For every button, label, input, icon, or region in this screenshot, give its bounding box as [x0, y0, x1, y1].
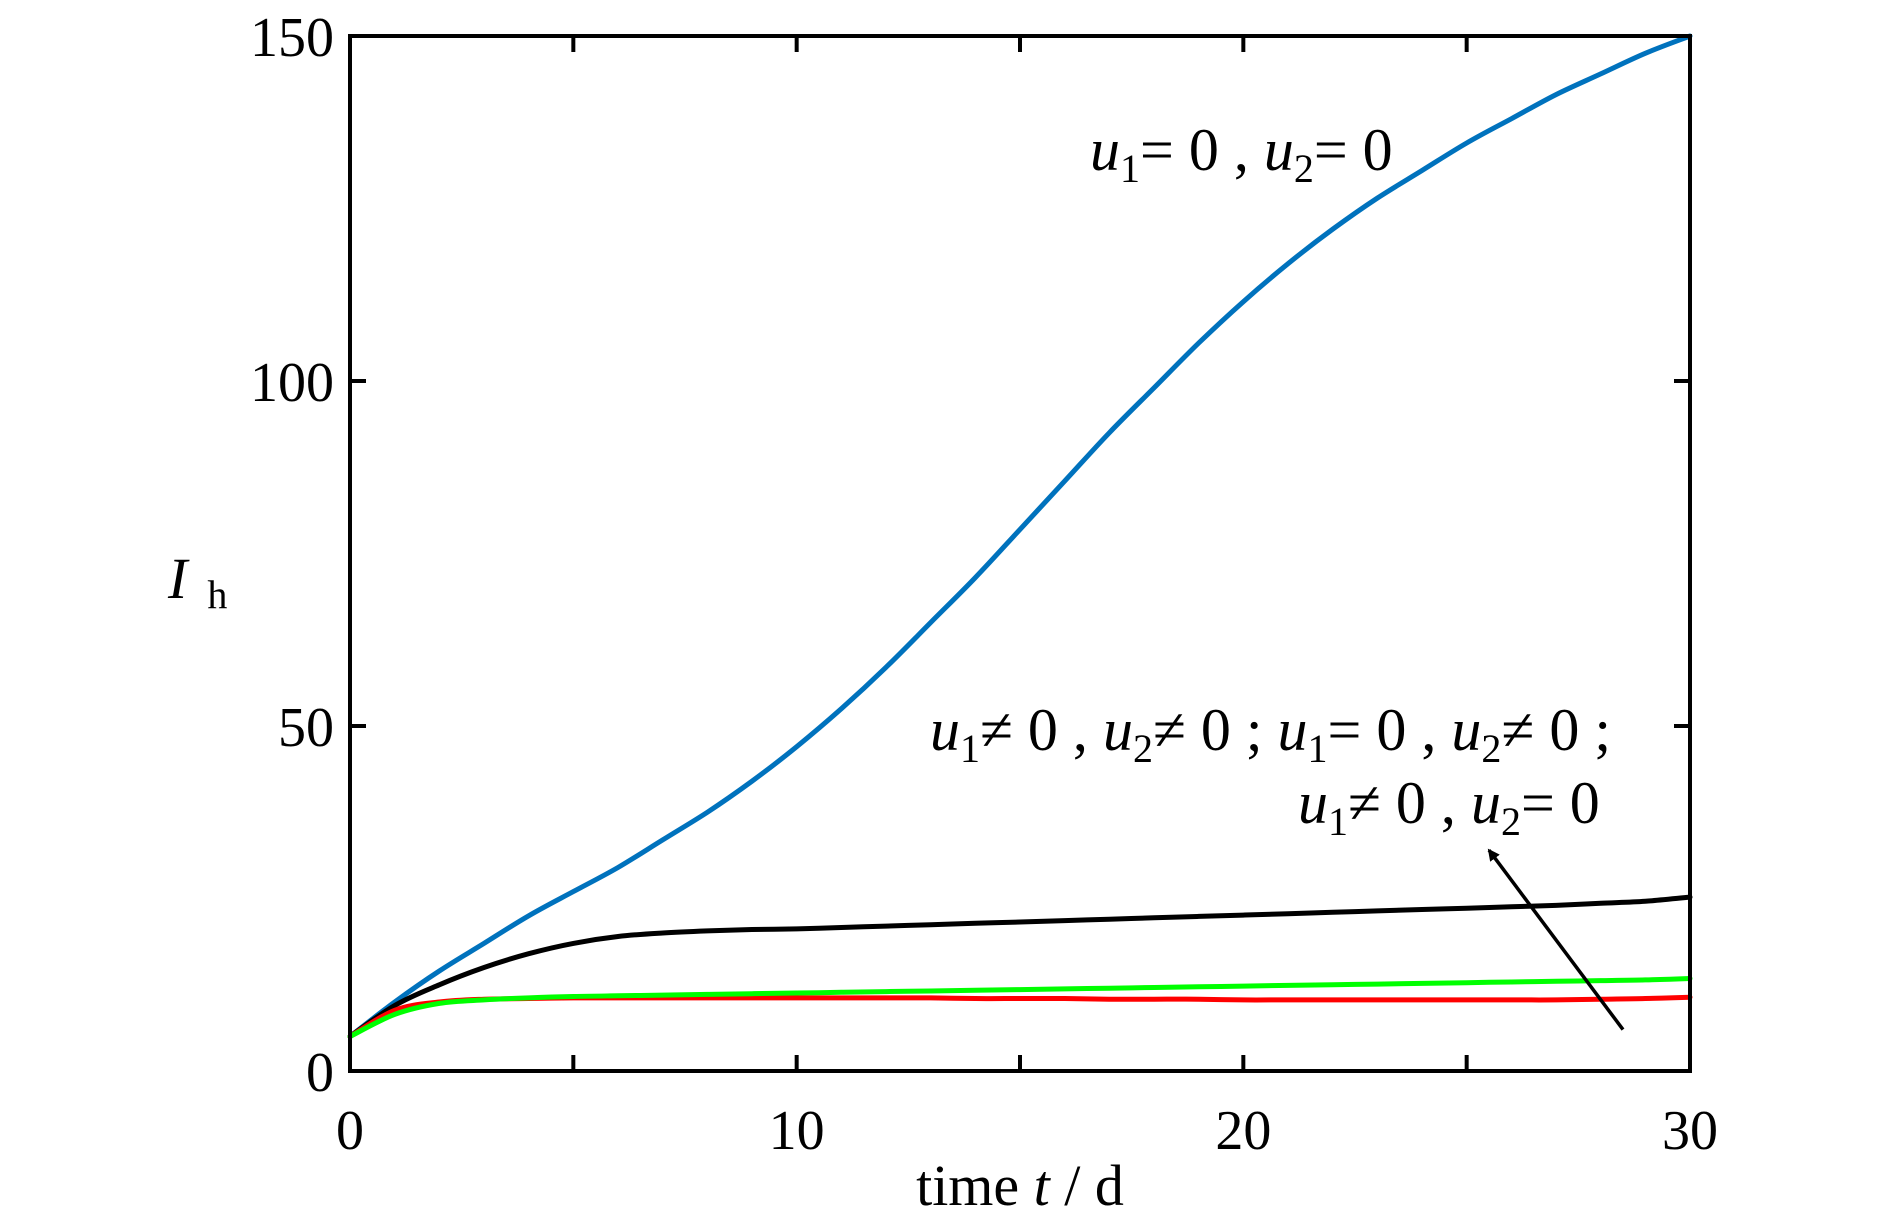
x-tick-label: 30 — [1662, 1100, 1718, 1162]
plot-frame — [348, 34, 1692, 1073]
x-tick-label: 20 — [1215, 1100, 1271, 1162]
series-line-2 — [347, 894, 1693, 1039]
series-layer — [347, 33, 1693, 1039]
annotation-arrow — [1487, 848, 1625, 1031]
y-tick-label: 150 — [250, 7, 334, 69]
x-axis-label: time t / d — [916, 1153, 1124, 1218]
x-tick-label: 10 — [769, 1100, 825, 1162]
series-line-3 — [347, 976, 1693, 1039]
annotation-top: u1= 0 , u2= 0 — [1090, 117, 1393, 191]
x-tick-label: 0 — [336, 1100, 364, 1162]
annotation-layer: u1= 0 , u2= 0 u1≠ 0 , u2≠ 0 ; u1= 0 , u2≠… — [930, 117, 1625, 1031]
annotation-mid1: u1≠ 0 , u2≠ 0 ; u1= 0 , u2≠ 0 ; — [930, 697, 1611, 771]
y-tick-label: 50 — [278, 697, 334, 759]
series-line-4 — [347, 994, 1693, 1039]
y-tick-label: 100 — [250, 352, 334, 414]
label-layer: time t / d I h — [167, 546, 1124, 1218]
annotation-mid2: u1≠ 0 , u2= 0 — [1298, 770, 1600, 844]
tick-layer: 0 10 20 30 0 50 100 150 — [250, 7, 1718, 1162]
y-tick-label: 0 — [306, 1042, 334, 1104]
series-line-1 — [347, 33, 1693, 1039]
